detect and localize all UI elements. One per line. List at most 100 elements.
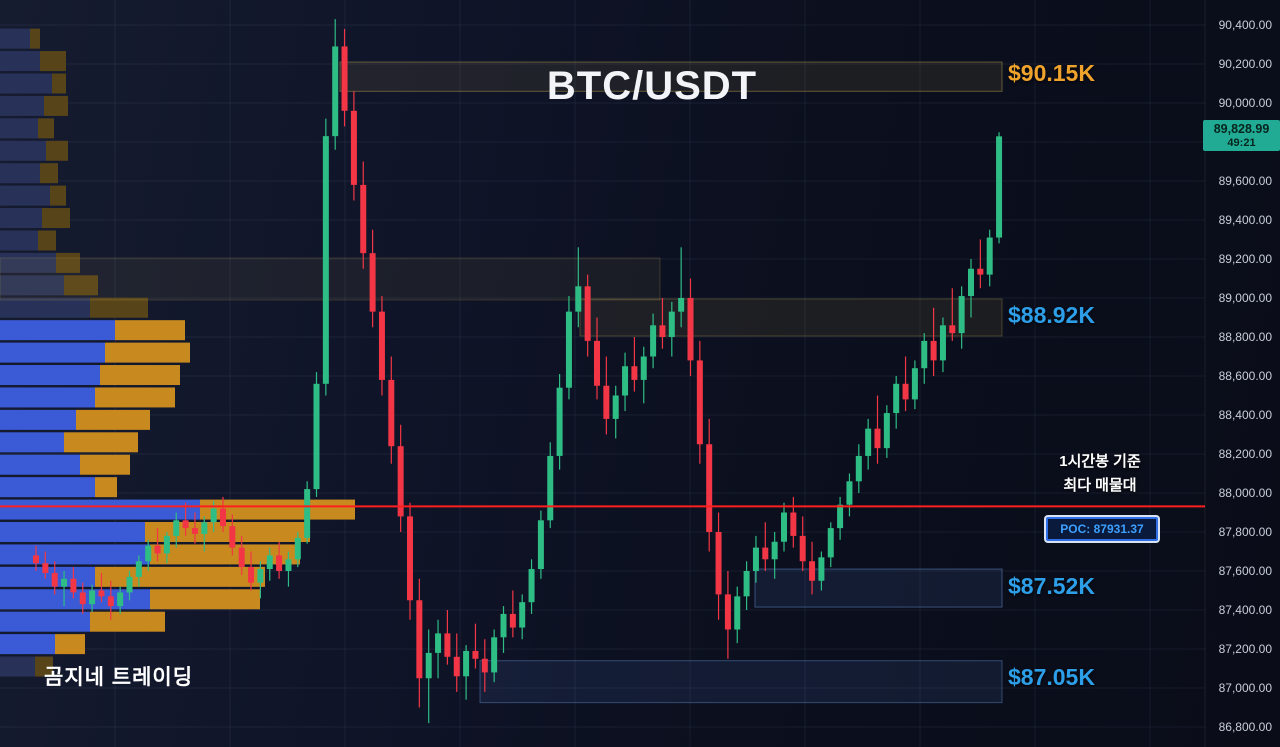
candle-body: [724, 594, 731, 630]
candle-body: [238, 547, 245, 568]
candle-body: [902, 383, 909, 400]
candle-body: [201, 522, 208, 534]
price-axis-label: 87,000.00: [1218, 681, 1272, 695]
volume-profile-bar-blue: [0, 611, 90, 632]
volume-profile-bar-blue: [0, 365, 100, 386]
candle-body: [565, 311, 572, 388]
candle-body: [865, 428, 872, 456]
candle-body: [341, 46, 348, 111]
volume-profile-bar-blue: [0, 454, 80, 475]
candle-body: [911, 368, 918, 400]
candle-body: [416, 600, 423, 679]
volume-profile-bar-blue: [0, 387, 95, 408]
candle-body: [51, 572, 58, 587]
volume-profile-bar-orange: [95, 566, 265, 587]
current-price-badge: 89,828.99 49:21: [1203, 120, 1280, 152]
candle-body: [350, 110, 357, 185]
price-axis-label: 88,400.00: [1218, 408, 1272, 422]
price-axis-label: 89,200.00: [1218, 252, 1272, 266]
candle-body: [930, 340, 937, 361]
volume-profile-bar-blue: [0, 140, 46, 161]
price-axis-label: 88,000.00: [1218, 486, 1272, 500]
price-axis-label: 89,400.00: [1218, 213, 1272, 227]
volume-profile-bar-orange: [38, 118, 54, 139]
candle-body: [491, 637, 498, 673]
supply-demand-zone: [754, 568, 1003, 608]
candle-body: [472, 650, 479, 659]
price-axis-label: 88,200.00: [1218, 447, 1272, 461]
volume-profile-bar-blue: [0, 118, 38, 139]
price-axis-label: 89,000.00: [1218, 291, 1272, 305]
candle-body: [874, 428, 881, 449]
candle-body: [369, 253, 376, 312]
candle-body: [837, 504, 844, 529]
candle-body: [173, 520, 180, 536]
volume-profile-bar-orange: [150, 544, 300, 565]
candle-body: [650, 325, 657, 357]
candle-body: [659, 325, 666, 337]
volume-profile-bar-orange: [95, 387, 175, 408]
volume-profile-bar-orange: [44, 95, 68, 116]
poc-label: POC: 87931.37: [1046, 517, 1158, 542]
candle-body: [500, 613, 507, 638]
volume-profile-bar-blue: [0, 208, 42, 229]
zone-price-label: $87.52K: [1008, 572, 1095, 599]
candle-body: [781, 512, 787, 542]
candle-body: [575, 286, 582, 312]
candle-body: [220, 508, 226, 527]
volume-profile-bar-blue: [0, 51, 40, 72]
candle-body: [762, 547, 769, 560]
candle-body: [425, 652, 432, 679]
candle-body: [996, 136, 1003, 238]
candle-body: [388, 379, 395, 447]
candle-body: [752, 547, 759, 571]
volume-profile-bar-orange: [38, 230, 56, 251]
candle-body: [163, 535, 170, 554]
candle-body: [117, 592, 124, 607]
supply-demand-zone: [0, 257, 661, 301]
candle-body: [743, 571, 750, 597]
volume-profile-bar-orange: [52, 73, 66, 94]
candle-body: [435, 633, 442, 653]
volume-profile-bar-blue: [0, 656, 35, 677]
volume-profile-bar-blue: [0, 634, 55, 655]
candle-countdown-timer: 49:21: [1227, 136, 1256, 149]
candle-body: [89, 590, 96, 605]
volume-profile-bar-blue: [0, 477, 95, 498]
candle-body: [509, 613, 516, 628]
volume-profile-bar-orange: [200, 499, 355, 520]
price-axis-label: 88,800.00: [1218, 330, 1272, 344]
candle-body: [519, 602, 526, 628]
volume-profile-bar-orange: [76, 409, 150, 430]
price-axis-label: 87,400.00: [1218, 603, 1272, 617]
candle-body: [687, 298, 694, 361]
candle-body: [715, 532, 722, 595]
candle-body: [210, 508, 217, 523]
candle-body: [453, 656, 460, 677]
supply-demand-zone: [579, 298, 1003, 337]
candle-body: [631, 366, 638, 380]
volume-profile-bar-blue: [0, 544, 150, 565]
candle-body: [668, 311, 675, 337]
candle-body: [126, 576, 133, 593]
price-axis-label: 90,000.00: [1218, 96, 1272, 110]
volume-profile-bar-orange: [64, 275, 98, 296]
candle-body: [846, 481, 853, 505]
candle-body: [407, 516, 413, 601]
candle-body: [285, 559, 292, 571]
price-axis[interactable]: 90,400.00 90,200.00 90,000.00 89,600.00 89,4…: [1205, 0, 1280, 747]
candle-body: [612, 395, 619, 419]
candle-body: [42, 563, 49, 573]
candle-body: [556, 387, 563, 456]
candle-body: [304, 489, 311, 538]
zone-price-label: $90.15K: [1008, 59, 1095, 86]
volume-profile-bar-orange: [56, 252, 80, 273]
candle-body: [547, 455, 554, 521]
volume-profile-bar-orange: [64, 432, 138, 453]
candle-body: [921, 340, 928, 369]
annotation-line-2: 최다 매물대: [1063, 476, 1137, 494]
volume-profile-bar-orange: [42, 208, 70, 229]
candle-body: [98, 590, 105, 597]
